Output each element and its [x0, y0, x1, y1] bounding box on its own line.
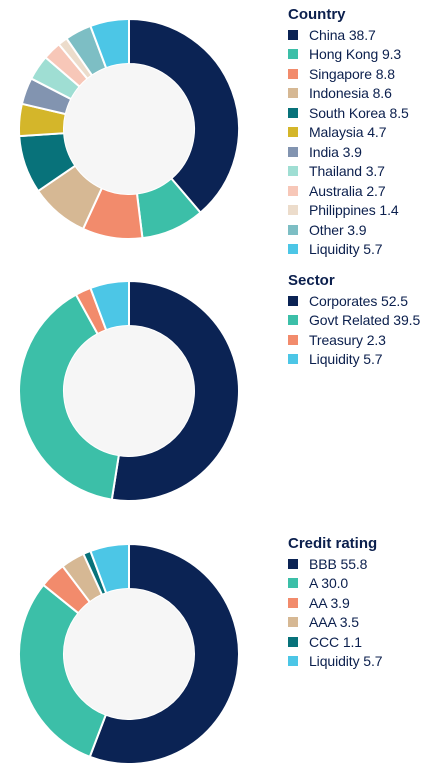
legend-label: Indonesia 8.6 [309, 85, 392, 102]
legend-item-south-korea: South Korea 8.5 [288, 103, 448, 123]
legend-item-other: Other 3.9 [288, 220, 448, 240]
legend-swatch [288, 597, 298, 608]
country-legend: Country China 38.7 Hong Kong 9.3 Singapore… [288, 6, 448, 259]
legend-swatch [288, 127, 298, 138]
legend-swatch [288, 29, 298, 40]
legend-label: Philippines 1.4 [309, 202, 399, 219]
legend-item-thailand: Thailand 3.7 [288, 162, 448, 182]
legend-label: A 30.0 [309, 575, 349, 592]
legend-item-china: China 38.7 [288, 25, 448, 45]
legend-item-ccc: CCC 1.1 [288, 632, 448, 652]
legend-item-australia: Australia 2.7 [288, 181, 448, 201]
legend-label: CCC 1.1 [309, 633, 362, 650]
legend-swatch [288, 617, 298, 628]
legend-swatch [288, 558, 298, 569]
legend-label: BBB 55.8 [309, 555, 368, 572]
legend-label: South Korea 8.5 [309, 104, 409, 121]
donut-hole [64, 326, 194, 456]
legend-swatch [288, 354, 298, 365]
legend-label: Other 3.9 [309, 221, 367, 238]
legend-swatch [288, 315, 298, 326]
legend-item-india: India 3.9 [288, 142, 448, 162]
legend-label: Liquidity 5.7 [309, 351, 383, 368]
legend-swatch [288, 107, 298, 118]
legend-label: AAA 3.5 [309, 614, 359, 631]
credit-rating-legend-title: Credit rating [288, 535, 378, 552]
legend-swatch [288, 146, 298, 157]
legend-swatch [288, 224, 298, 235]
credit-rating-donut-chart [18, 542, 240, 765]
legend-item-aa: AA 3.9 [288, 593, 448, 613]
legend-item-govt-related: Govt Related 39.5 [288, 311, 448, 331]
credit-rating-legend: Credit rating BBB 55.8 A 30.0 AA 3.9 AAA 3.… [288, 535, 448, 671]
legend-swatch [288, 205, 298, 216]
legend-swatch [288, 88, 298, 99]
legend-swatch [288, 578, 298, 589]
legend-item-a: A 30.0 [288, 574, 448, 594]
legend-label: Australia 2.7 [309, 182, 386, 199]
legend-swatch [288, 334, 298, 345]
sector-legend-title: Sector [288, 272, 335, 289]
sector-donut-chart [18, 279, 240, 502]
sector-legend-list: Corporates 52.5 Govt Related 39.5 Treasury… [288, 291, 448, 369]
legend-swatch [288, 185, 298, 196]
legend-label: Thailand 3.7 [309, 163, 385, 180]
legend-label: Govt Related 39.5 [309, 312, 421, 329]
legend-swatch [288, 68, 298, 79]
sector-legend: Sector Corporates 52.5 Govt Related 39.5 T… [288, 272, 448, 369]
legend-swatch [288, 244, 298, 255]
legend-item-corporates: Corporates 52.5 [288, 291, 448, 311]
legend-swatch [288, 49, 298, 60]
legend-label: Corporates 52.5 [309, 292, 408, 309]
credit-rating-legend-list: BBB 55.8 A 30.0 AA 3.9 AAA 3.5 CCC 1.1 Liquid… [288, 554, 448, 671]
legend-label: Liquidity 5.7 [309, 241, 383, 258]
legend-item-indonesia: Indonesia 8.6 [288, 84, 448, 104]
country-legend-title: Country [288, 6, 346, 23]
legend-label: China 38.7 [309, 26, 376, 43]
legend-swatch [288, 656, 298, 667]
legend-item-malaysia: Malaysia 4.7 [288, 123, 448, 143]
legend-item-bbb: BBB 55.8 [288, 554, 448, 574]
legend-item-hong-kong: Hong Kong 9.3 [288, 45, 448, 65]
legend-swatch [288, 636, 298, 647]
legend-label: Liquidity 5.7 [309, 653, 383, 670]
legend-item-aaa: AAA 3.5 [288, 613, 448, 633]
legend-item-treasury: Treasury 2.3 [288, 330, 448, 350]
legend-label: Malaysia 4.7 [309, 124, 387, 141]
legend-item-philippines: Philippines 1.4 [288, 201, 448, 221]
legend-label: India 3.9 [309, 143, 362, 160]
legend-item-liquidity: Liquidity 5.7 [288, 652, 448, 672]
legend-label: Hong Kong 9.3 [309, 46, 402, 63]
donut-hole [64, 589, 194, 719]
legend-swatch [288, 166, 298, 177]
country-donut-chart [18, 17, 240, 240]
legend-item-liquidity: Liquidity 5.7 [288, 350, 448, 370]
country-legend-list: China 38.7 Hong Kong 9.3 Singapore 8.8 Indo… [288, 25, 448, 259]
legend-label: Singapore 8.8 [309, 65, 395, 82]
legend-item-liquidity: Liquidity 5.7 [288, 240, 448, 260]
donut-hole [64, 64, 194, 194]
legend-swatch [288, 295, 298, 306]
legend-label: AA 3.9 [309, 594, 350, 611]
legend-item-singapore: Singapore 8.8 [288, 64, 448, 84]
legend-label: Treasury 2.3 [309, 331, 386, 348]
